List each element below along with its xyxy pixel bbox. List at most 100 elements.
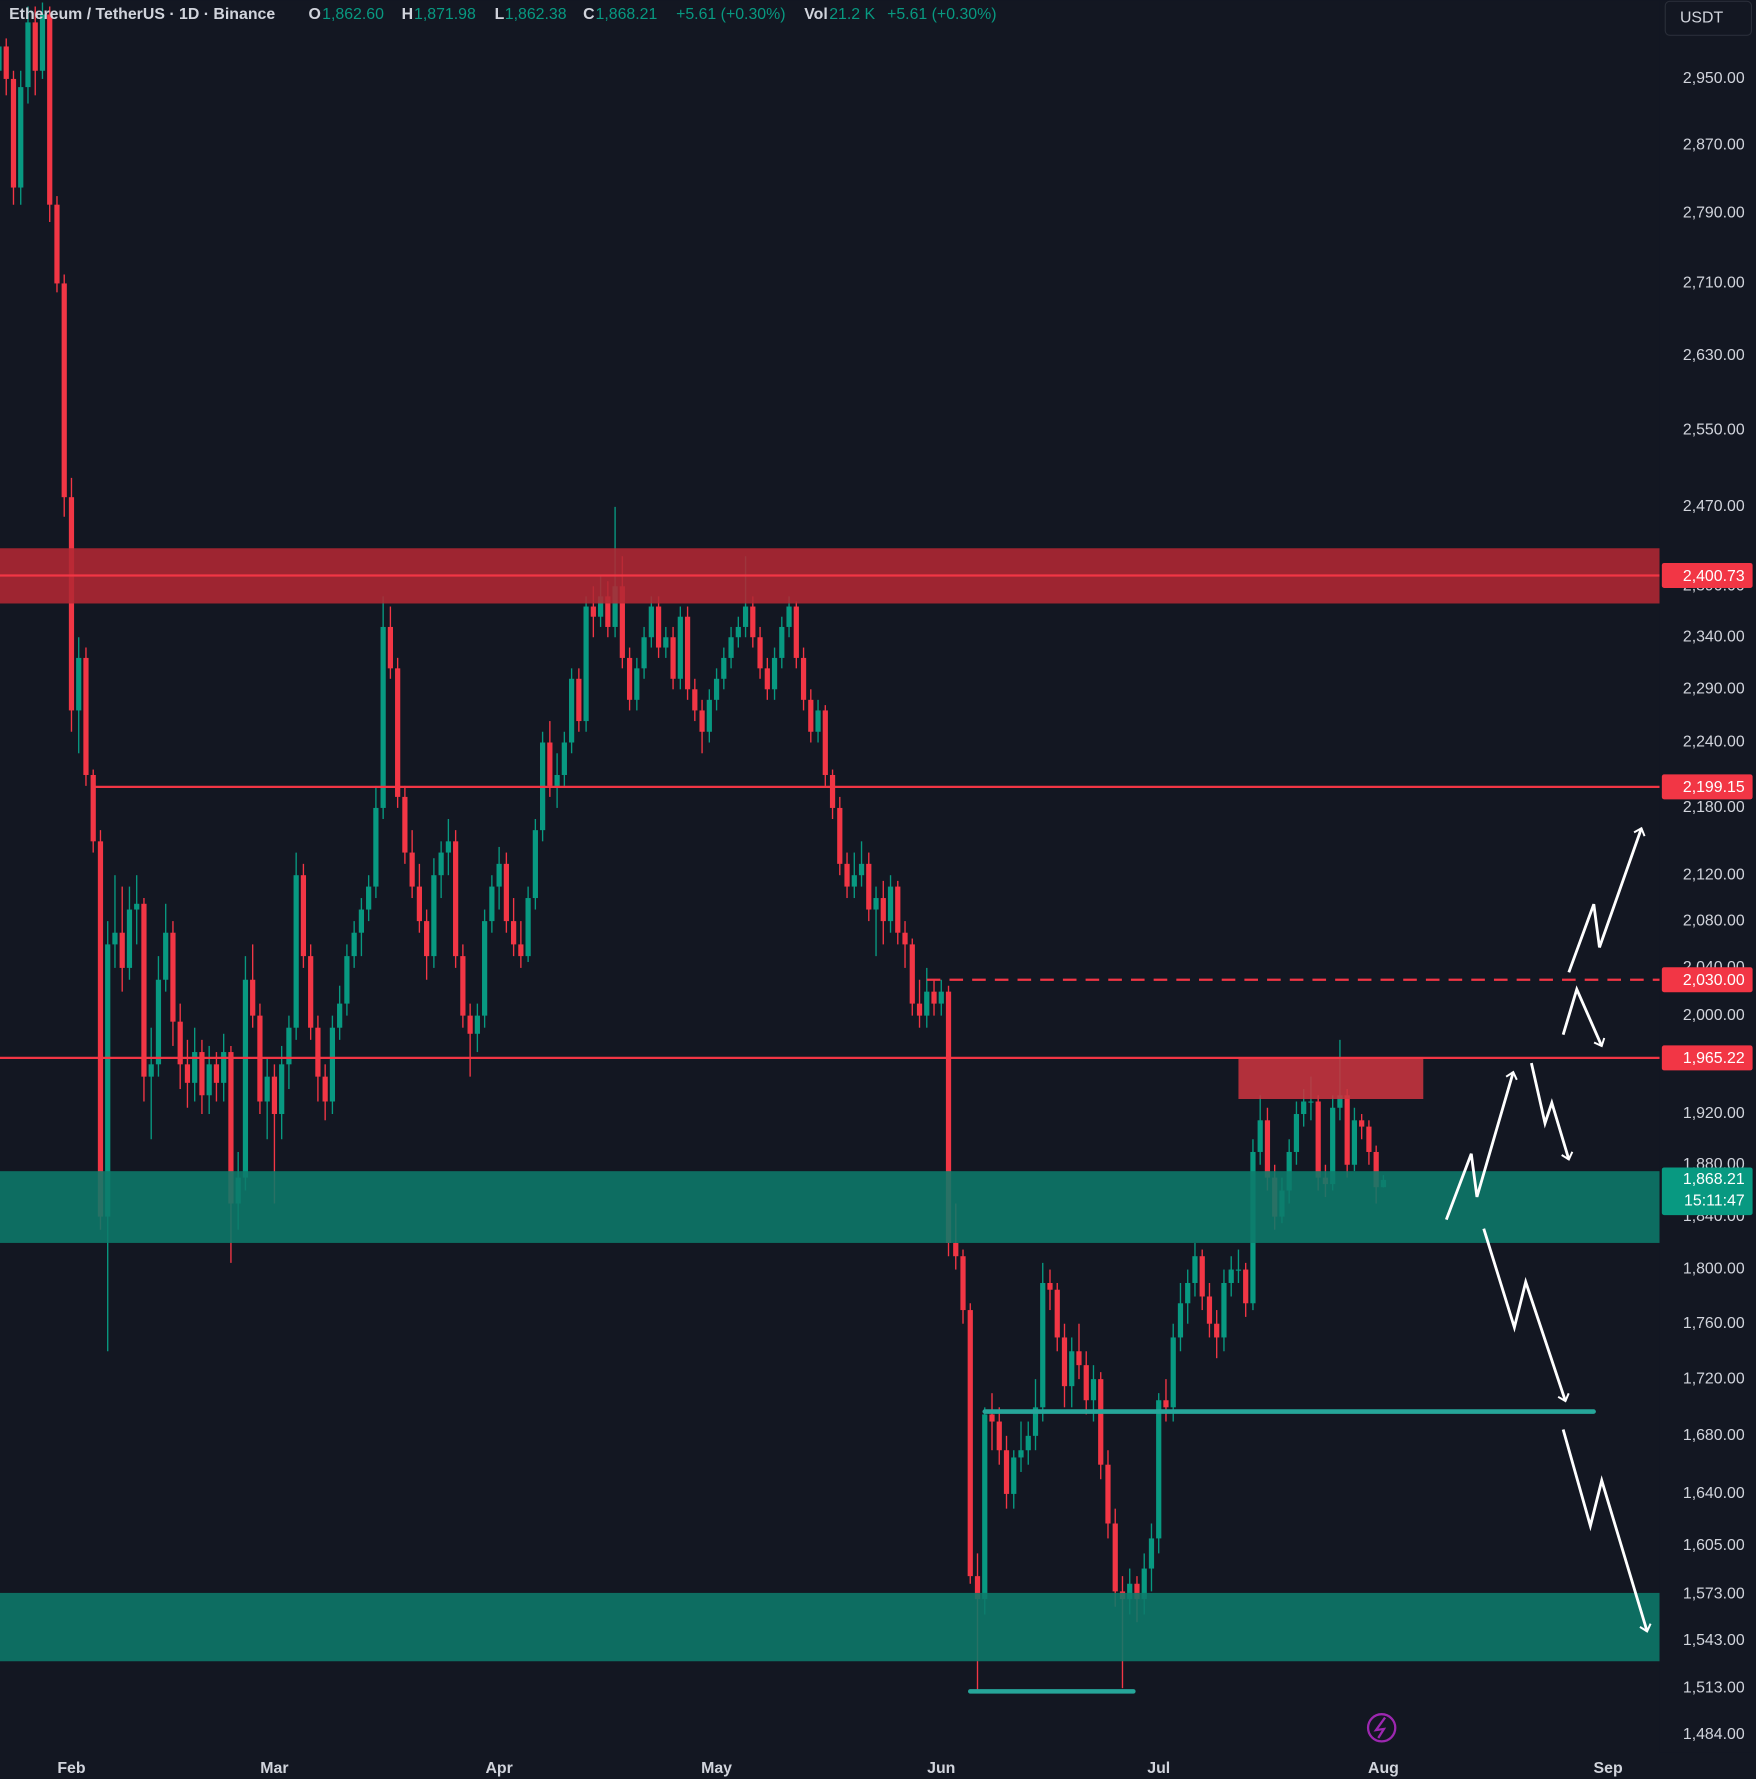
candle-body xyxy=(1069,1351,1075,1387)
candle-body xyxy=(424,921,430,957)
candle-body xyxy=(496,863,502,887)
candle-body xyxy=(1235,1269,1242,1271)
candle-body xyxy=(438,852,444,876)
candle-body xyxy=(1032,1407,1039,1436)
candle-body xyxy=(0,46,2,71)
candle-body xyxy=(1257,1120,1263,1152)
candle-body xyxy=(974,1576,981,1600)
candle-body xyxy=(344,956,350,1004)
candle-body xyxy=(1083,1365,1089,1401)
x-tick-label: Mar xyxy=(260,1760,288,1777)
candle-body xyxy=(213,1064,220,1083)
candle-body xyxy=(279,1064,285,1115)
candle-body xyxy=(887,886,894,922)
candle-body xyxy=(800,657,807,700)
arrow-rejection xyxy=(1561,985,1606,1048)
candle-body xyxy=(39,14,46,71)
candle-body xyxy=(822,710,828,775)
candle-body xyxy=(844,863,850,887)
candle-body xyxy=(1018,1450,1024,1458)
candle-body xyxy=(1141,1568,1147,1600)
candle-body xyxy=(945,991,952,1243)
candle-body xyxy=(431,875,437,957)
y-tick-label: 2,550.00 xyxy=(1683,421,1745,438)
candle-body xyxy=(1127,1583,1133,1600)
candle-body xyxy=(242,979,249,1178)
candle-body xyxy=(453,841,459,957)
alert-circle[interactable] xyxy=(1366,1713,1397,1743)
y-tick-label: 1,543.00 xyxy=(1683,1632,1745,1649)
level-label: 2,199.15 xyxy=(1683,779,1745,796)
candle-body xyxy=(322,1076,328,1102)
candle-body xyxy=(271,1076,278,1115)
candle-body xyxy=(119,932,125,968)
plot-area xyxy=(0,2,1660,1694)
candle-body xyxy=(228,1052,234,1204)
candle-body xyxy=(387,626,394,669)
y-tick-label: 2,470.00 xyxy=(1683,498,1745,515)
candle-body xyxy=(1330,1107,1336,1185)
candle-body xyxy=(264,1076,270,1102)
candle-body xyxy=(815,710,821,732)
candle-body xyxy=(25,22,31,88)
y-tick-label: 1,800.00 xyxy=(1683,1261,1745,1278)
candle-body xyxy=(1301,1101,1307,1115)
level-label: 1,965.22 xyxy=(1683,1050,1745,1067)
level-badge xyxy=(1661,563,1753,588)
currency-button[interactable] xyxy=(1664,0,1753,36)
alert-bolt[interactable] xyxy=(1373,1716,1387,1739)
candle-body xyxy=(880,898,886,922)
candle-body xyxy=(829,774,836,808)
candle-body xyxy=(206,1064,212,1096)
candle-body xyxy=(1308,1101,1314,1103)
candle-body xyxy=(547,742,553,786)
currency-label[interactable]: USDT xyxy=(1680,9,1724,26)
candle-body xyxy=(1192,1256,1198,1283)
candle-body xyxy=(677,616,683,679)
close-label: C xyxy=(583,6,595,23)
candle-body xyxy=(757,637,763,669)
candle-body xyxy=(83,657,89,775)
candle-body xyxy=(1025,1435,1031,1451)
candle-body xyxy=(141,903,147,1077)
y-tick-label: 1,605.00 xyxy=(1683,1537,1745,1554)
candle-body xyxy=(670,637,676,679)
candle-body xyxy=(771,657,778,690)
candle-body xyxy=(511,921,517,945)
countdown-label: 15:11:47 xyxy=(1684,1193,1745,1210)
candle-body xyxy=(793,606,799,658)
candle-body xyxy=(184,1064,191,1083)
candle-body xyxy=(909,944,915,1004)
candle-body xyxy=(525,898,531,957)
y-tick-label: 2,340.00 xyxy=(1683,628,1745,645)
y-tick-label: 2,240.00 xyxy=(1683,734,1745,751)
candle-body xyxy=(989,1414,995,1422)
candle-body xyxy=(1040,1282,1046,1408)
candle-body xyxy=(931,991,937,1004)
alert-icon[interactable] xyxy=(1366,1713,1397,1743)
candle-body xyxy=(177,1021,183,1065)
candle-body xyxy=(76,657,82,711)
y-tick-label: 1,760.00 xyxy=(1683,1315,1745,1332)
x-tick-label: Sep xyxy=(1594,1760,1623,1777)
candle-body xyxy=(554,774,560,786)
candle-body xyxy=(634,668,640,700)
candle-body xyxy=(1177,1303,1184,1338)
candle-body xyxy=(1112,1523,1118,1592)
candle-body xyxy=(163,932,169,980)
candle-body xyxy=(1185,1282,1191,1304)
candle-body xyxy=(416,886,422,922)
y-tick-label: 1,573.00 xyxy=(1683,1586,1745,1603)
candle-body xyxy=(105,944,111,1217)
candle-body xyxy=(134,903,140,910)
candle-body xyxy=(68,497,75,711)
candle-body xyxy=(366,886,372,910)
candle-body xyxy=(10,78,17,188)
candle-body xyxy=(329,1027,336,1102)
candle-body xyxy=(1134,1583,1140,1600)
candle-body xyxy=(597,596,604,617)
x-tick-label: Jul xyxy=(1147,1760,1170,1777)
candle-body xyxy=(1170,1337,1176,1408)
last-price-badge xyxy=(1661,1167,1753,1216)
